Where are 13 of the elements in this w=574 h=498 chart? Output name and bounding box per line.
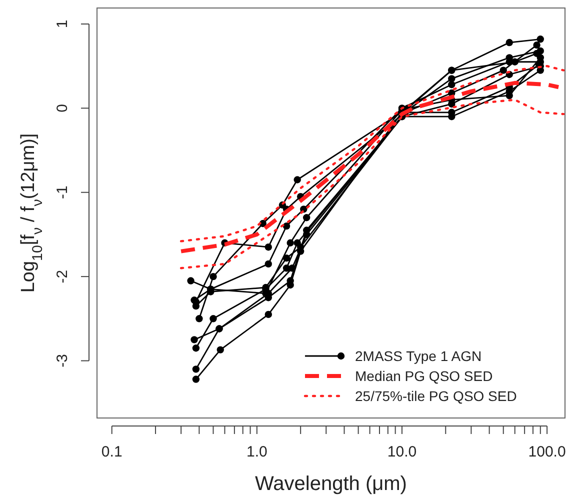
legend-label: 2MASS Type 1 AGN xyxy=(355,348,482,364)
x-tick-label: 1.0 xyxy=(246,444,268,460)
y-tick-label: -2 xyxy=(54,270,71,284)
x-tick-label: 10.0 xyxy=(387,444,417,460)
y-tick-label: -3 xyxy=(54,354,71,368)
y-tick-label: 1 xyxy=(54,20,71,28)
x-tick-label: 0.1 xyxy=(101,444,122,460)
y-tick-label: 0 xyxy=(54,104,71,112)
x-tick-label: 100.0 xyxy=(528,444,566,460)
x-axis-title: Wavelength (μm) xyxy=(255,473,407,495)
legend-label: 25/75%-tile PG QSO SED xyxy=(355,388,517,404)
legend-label: Median PG QSO SED xyxy=(355,368,493,384)
y-tick-label: -1 xyxy=(54,186,71,200)
